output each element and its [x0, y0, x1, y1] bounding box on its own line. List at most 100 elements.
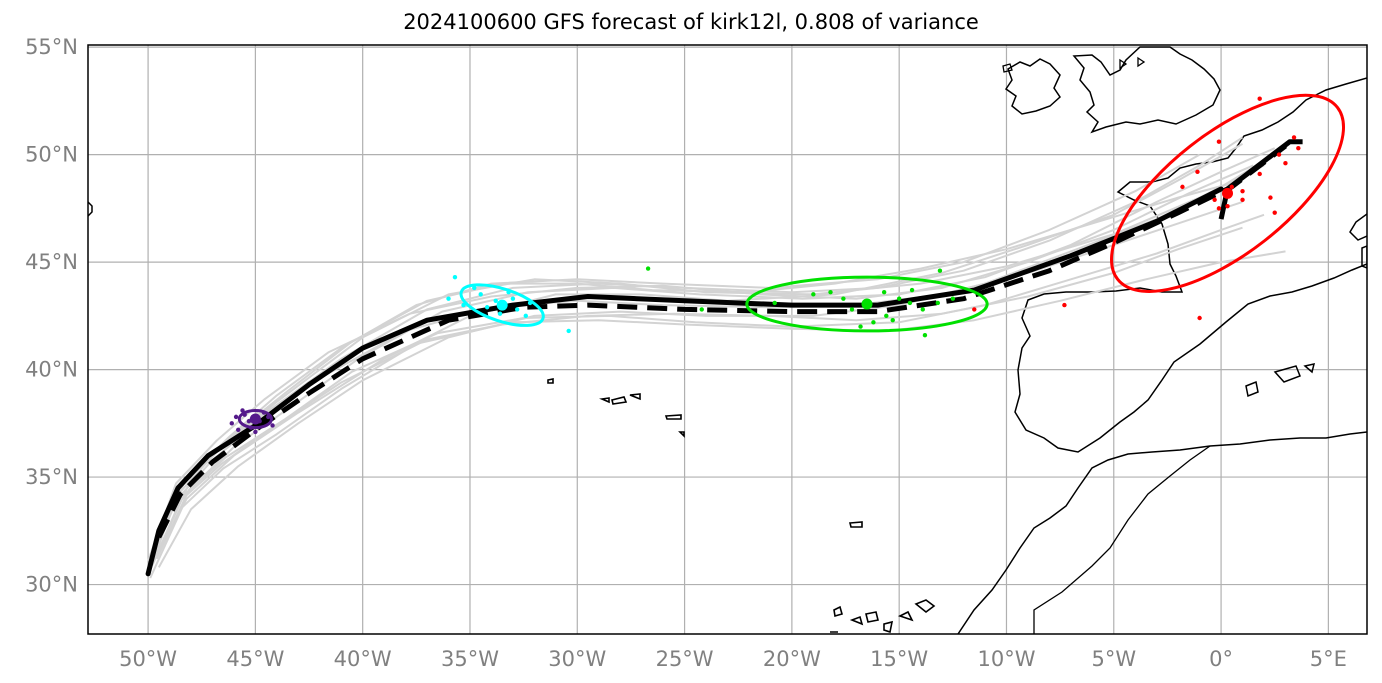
- member-position-dot: [1276, 152, 1282, 157]
- member-position-dot: [811, 292, 816, 297]
- lon-tick-label: 5°W: [1091, 647, 1136, 671]
- map-background: [88, 45, 1367, 634]
- cluster-center-dot: [496, 299, 508, 311]
- lon-tick-label: 0°: [1209, 647, 1233, 671]
- lon-tick-label: 45°W: [226, 647, 284, 671]
- member-position-dot: [461, 302, 466, 308]
- member-position-dot: [236, 427, 241, 432]
- cluster-green: [645, 266, 989, 338]
- coastline-islands-north: [1002, 56, 1146, 73]
- uncertainty-ellipse: [459, 283, 545, 327]
- border-africa: [1033, 445, 1211, 634]
- lon-tick-label: 40°W: [334, 647, 392, 671]
- member-position-dot: [1225, 204, 1230, 209]
- lon-tick-label: 50°W: [119, 647, 177, 671]
- solid-mean-track: [145, 186, 1224, 577]
- lon-tick-label: 30°W: [548, 647, 606, 671]
- member-position-dot: [920, 307, 925, 312]
- lon-tick-label: 10°W: [977, 647, 1035, 671]
- lat-tick-label: 30°N: [25, 573, 78, 597]
- axis-tick-labels: 50°W 45°W 40°W 35°W 30°W 25°W 20°W 15°W 10°W 5°W 0…: [25, 35, 1347, 671]
- member-position-dot: [478, 292, 483, 297]
- member-position-dot: [1212, 197, 1217, 202]
- member-position-dot: [1062, 302, 1067, 308]
- member-position-dot: [1240, 188, 1245, 194]
- coastline-america-edge: [88, 201, 93, 217]
- lon-tick-label: 20°W: [763, 647, 821, 671]
- uncertainty-ellipse: [745, 275, 989, 333]
- member-position-dot: [484, 305, 490, 310]
- member-position-dot: [884, 313, 889, 319]
- coastline-madeira: [848, 521, 863, 528]
- member-position-dot: [972, 307, 977, 312]
- member-position-dot: [1257, 171, 1262, 177]
- ensemble-track: [149, 213, 1265, 570]
- cluster-center-dot: [249, 413, 261, 425]
- member-position-dot: [907, 300, 913, 306]
- member-position-dot: [849, 307, 855, 312]
- forecast-tracks: [145, 136, 1303, 579]
- member-position-dot: [1283, 161, 1288, 166]
- member-position-dot: [896, 296, 902, 301]
- member-position-dot: [1216, 206, 1222, 211]
- member-position-dot: [645, 266, 651, 271]
- coastline-balearics: [1245, 363, 1316, 398]
- uncertainty-ellipse: [1110, 93, 1346, 293]
- coastline-ireland: [1004, 58, 1061, 115]
- member-position-dot: [497, 311, 503, 316]
- graticule: [88, 45, 1367, 634]
- member-position-dot: [828, 290, 833, 295]
- lon-tick-label: 5°E: [1310, 647, 1347, 671]
- chart-title: 2024100600 GFS forecast of kirk12l, 0.80…: [403, 10, 979, 34]
- member-position-dot: [270, 423, 275, 428]
- member-position-dot: [1240, 197, 1245, 202]
- lat-tick-label: 35°N: [25, 465, 78, 489]
- ensemble-track: [149, 226, 1243, 579]
- lon-tick-label: 35°W: [441, 647, 499, 671]
- member-position-dot: [1296, 145, 1301, 151]
- lon-tick-label: 15°W: [870, 647, 928, 671]
- member-position-dot: [858, 324, 863, 329]
- member-position-dot: [493, 298, 498, 304]
- member-position-dot: [1216, 139, 1222, 144]
- member-position-dot: [950, 296, 956, 301]
- lon-tick-label: 25°W: [656, 647, 714, 671]
- member-position-dot: [1229, 184, 1235, 190]
- member-position-dot: [472, 285, 477, 291]
- member-position-dot: [909, 287, 915, 293]
- cluster-center-dot: [1222, 187, 1234, 199]
- ensemble-track: [147, 164, 1265, 575]
- cluster-center-dot: [861, 298, 873, 310]
- member-position-dot: [1291, 135, 1297, 140]
- dashed-mean-track: [156, 144, 1288, 539]
- member-position-dot: [935, 300, 941, 306]
- member-position-dot: [881, 290, 887, 295]
- member-position-dot: [937, 268, 943, 273]
- member-position-dot: [1180, 184, 1185, 190]
- member-position-dot: [1197, 315, 1202, 321]
- uncertainty-ellipse: [237, 408, 273, 430]
- member-position-dot: [772, 300, 777, 306]
- map-frame: [87, 44, 1368, 635]
- member-position-dot: [229, 421, 234, 426]
- coastline-sardinia: [1361, 245, 1367, 269]
- member-position-dot: [871, 320, 876, 325]
- coastline-canaries: [830, 599, 936, 634]
- member-position-dot: [1195, 169, 1200, 175]
- member-position-dot: [699, 307, 704, 312]
- ensemble-track: [160, 179, 1243, 547]
- member-position-dot: [253, 429, 258, 435]
- member-position-dot: [566, 328, 571, 334]
- position-clusters: [229, 93, 1346, 435]
- coastlines: [88, 46, 1367, 634]
- cluster-cyan: [446, 274, 571, 334]
- lat-tick-label: 45°N: [25, 250, 78, 274]
- lat-tick-label: 55°N: [25, 35, 78, 59]
- ensemble-track: [151, 250, 1286, 566]
- cluster-red: [972, 93, 1346, 321]
- member-position-dot: [452, 274, 458, 280]
- member-position-dot: [841, 296, 846, 301]
- member-position-dot: [523, 313, 528, 319]
